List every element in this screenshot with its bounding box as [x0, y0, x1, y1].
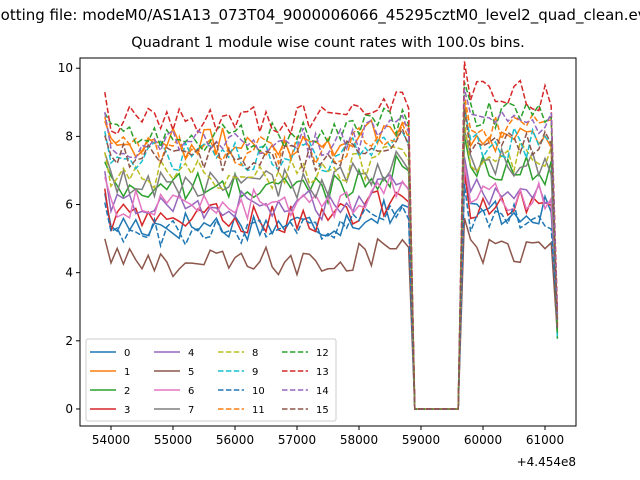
x-tick-label: 57000	[278, 433, 316, 447]
series-line-10	[104, 184, 559, 410]
legend-label-14: 14	[316, 386, 329, 397]
series-line-4	[104, 156, 559, 410]
series-line-14	[104, 88, 559, 410]
x-tick-label: 58000	[340, 433, 378, 447]
x-tick-label: 59000	[402, 433, 440, 447]
x-offset-label: +4.454e8	[517, 455, 576, 469]
legend-label-15: 15	[316, 405, 329, 416]
y-tick-label: 2	[65, 334, 73, 348]
series-line-13	[104, 61, 559, 410]
series-line-5	[104, 217, 559, 410]
legend-frame	[85, 338, 337, 422]
x-axis: 54000 55000 56000 57000 58000 59000 60000 61000	[92, 426, 564, 447]
chart-title: Quadrant 1 module wise count rates with …	[131, 35, 525, 51]
x-tick-label: 54000	[92, 433, 130, 447]
legend-label-4: 4	[188, 348, 194, 359]
x-tick-label: 60000	[464, 433, 502, 447]
series-line-9	[104, 108, 559, 410]
series-line-6	[104, 163, 559, 410]
series-line-3	[104, 170, 559, 410]
series-line-8	[104, 122, 559, 410]
series-line-12	[104, 81, 559, 410]
x-tick-label: 56000	[216, 433, 254, 447]
legend-label-10: 10	[252, 386, 265, 397]
series-layer	[104, 61, 559, 410]
legend-label-9: 9	[252, 367, 258, 378]
legend-label-12: 12	[316, 348, 329, 359]
legend-label-3: 3	[124, 405, 130, 416]
y-tick-label: 6	[65, 198, 73, 212]
y-tick-label: 8	[65, 129, 73, 143]
legend-label-11: 11	[252, 405, 265, 416]
series-line-2	[104, 136, 559, 410]
legend-label-8: 8	[252, 348, 258, 359]
y-tick-label: 10	[58, 61, 73, 75]
legend-label-7: 7	[188, 405, 194, 416]
legend-label-2: 2	[124, 386, 130, 397]
legend-label-0: 0	[124, 348, 130, 359]
legend-label-5: 5	[188, 367, 194, 378]
legend-label-13: 13	[316, 367, 329, 378]
legend-label-6: 6	[188, 386, 194, 397]
y-tick-label: 0	[65, 402, 73, 416]
y-tick-label: 4	[65, 266, 73, 280]
y-axis: 0 2 4 6 8 10	[58, 61, 80, 416]
series-line-15	[104, 108, 559, 410]
plot-frame	[79, 57, 577, 427]
legend-label-1: 1	[124, 367, 130, 378]
x-tick-label: 61000	[526, 433, 564, 447]
x-tick-label: 55000	[154, 433, 192, 447]
figure-suptitle: Plotting file: modeM0/AS1A13_073T04_9000…	[0, 6, 640, 24]
